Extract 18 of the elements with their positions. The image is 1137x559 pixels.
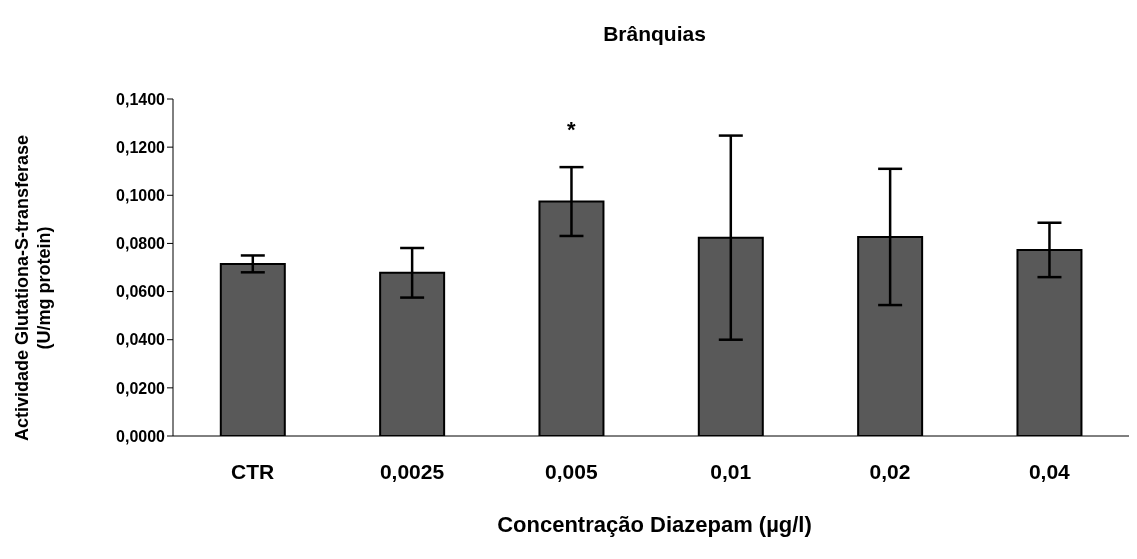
chart-title: Brânquias xyxy=(602,22,707,46)
y-tick-label: 0,0000 xyxy=(116,427,166,445)
x-tick-label: 0,01 xyxy=(710,459,752,483)
y-tick-label: 0,0400 xyxy=(116,331,166,349)
x-axis-title: Concentração Diazepam (µg/l) xyxy=(496,512,813,538)
x-tick-label: 0,005 xyxy=(545,459,598,483)
y-tick-label: 0,0200 xyxy=(116,379,166,397)
x-tick-label: 0,0025 xyxy=(379,459,445,483)
y-tick-label: 0,1200 xyxy=(116,138,166,156)
y-tick-label: 0,1400 xyxy=(116,90,166,108)
x-tick-label: CTR xyxy=(231,459,275,483)
annotation: * xyxy=(567,117,577,143)
y-tick-label: 0,0600 xyxy=(116,283,166,301)
x-tick-label: 0,02 xyxy=(869,459,911,483)
y-axis-title: Actividade Glutationa-S-transferase (U/mg protein) xyxy=(12,134,54,442)
y-tick-label: 0,0800 xyxy=(116,235,166,253)
x-tick-label: 0,04 xyxy=(1028,459,1071,483)
y-tick-label: 0,1000 xyxy=(116,186,166,204)
